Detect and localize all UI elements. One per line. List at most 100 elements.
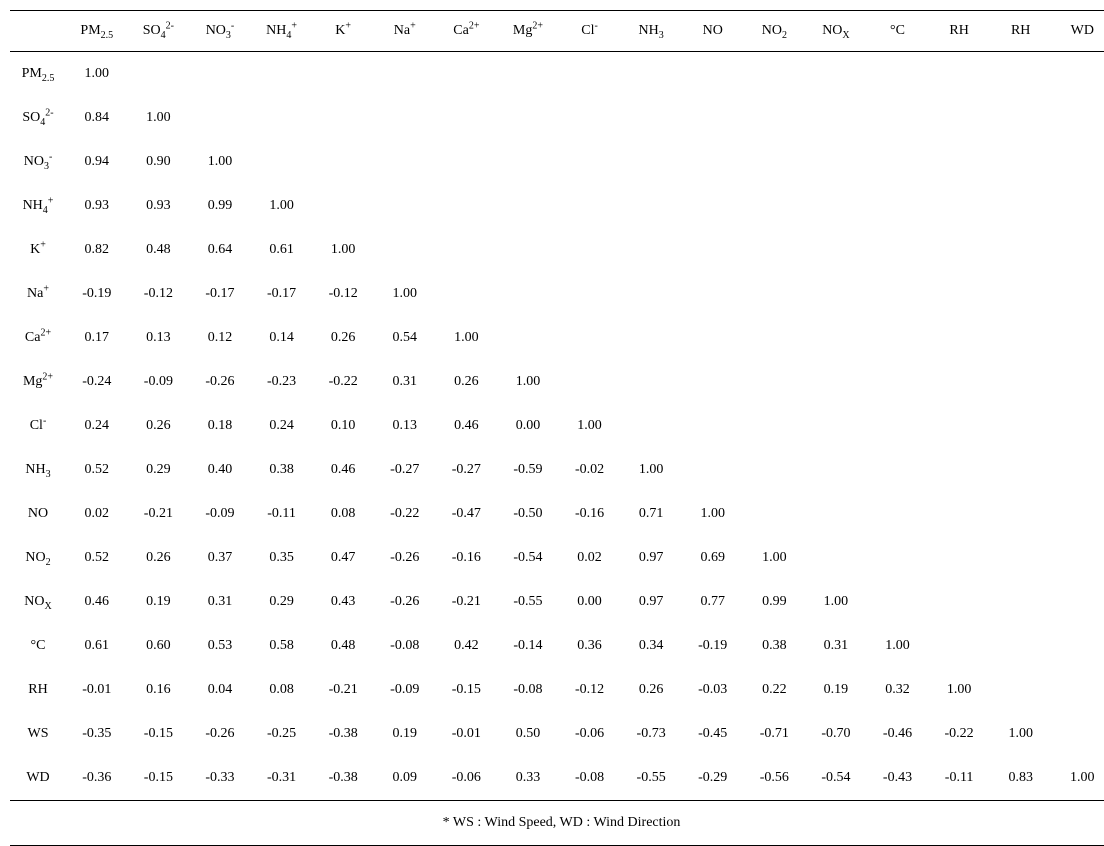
table-cell: [497, 140, 559, 184]
table-cell: [928, 96, 990, 140]
table-cell: [867, 316, 929, 360]
column-header: NO: [682, 11, 744, 52]
table-cell: [436, 184, 498, 228]
table-cell: [682, 228, 744, 272]
table-cell: [1052, 668, 1104, 712]
table-cell: [620, 360, 682, 404]
table-cell: 0.00: [559, 580, 621, 624]
table-cell: [682, 184, 744, 228]
table-cell: 0.93: [66, 184, 128, 228]
table-cell: [1052, 712, 1104, 756]
table-cell: 0.54: [374, 316, 436, 360]
table-cell: [928, 492, 990, 536]
table-cell: [805, 448, 867, 492]
column-header: WD: [1052, 11, 1104, 52]
table-cell: 0.24: [251, 404, 313, 448]
table-cell: [1052, 492, 1104, 536]
table-cell: [990, 536, 1052, 580]
table-cell: [559, 316, 621, 360]
table-cell: [990, 580, 1052, 624]
table-cell: -0.55: [620, 756, 682, 801]
table-cell: -0.12: [559, 668, 621, 712]
table-cell: -0.24: [66, 360, 128, 404]
table-cell: -0.31: [251, 756, 313, 801]
table-cell: [682, 52, 744, 97]
column-header: NO3-: [189, 11, 251, 52]
table-cell: 0.29: [128, 448, 190, 492]
table-cell: 0.02: [559, 536, 621, 580]
table-cell: [497, 228, 559, 272]
row-header: WS: [10, 712, 66, 756]
table-cell: 1.00: [559, 404, 621, 448]
table-cell: [436, 52, 498, 97]
table-cell: 1.00: [497, 360, 559, 404]
row-header: K+: [10, 228, 66, 272]
table-cell: [805, 404, 867, 448]
table-cell: -0.43: [867, 756, 929, 801]
table-cell: [744, 184, 806, 228]
table-cell: [682, 272, 744, 316]
table-cell: -0.11: [251, 492, 313, 536]
table-cell: [497, 316, 559, 360]
table-cell: 0.08: [251, 668, 313, 712]
table-cell: -0.33: [189, 756, 251, 801]
table-cell: [990, 404, 1052, 448]
table-cell: 1.00: [990, 712, 1052, 756]
table-cell: [312, 52, 374, 97]
table-cell: [805, 184, 867, 228]
table-cell: -0.71: [744, 712, 806, 756]
row-header: Mg2+: [10, 360, 66, 404]
table-cell: [990, 624, 1052, 668]
table-cell: 0.31: [189, 580, 251, 624]
table-cell: -0.54: [497, 536, 559, 580]
row-header: NO3-: [10, 140, 66, 184]
table-cell: 0.33: [497, 756, 559, 801]
table-cell: 1.00: [436, 316, 498, 360]
table-cell: -0.16: [436, 536, 498, 580]
table-cell: [867, 228, 929, 272]
table-cell: [559, 228, 621, 272]
table-cell: [867, 272, 929, 316]
table-cell: [928, 404, 990, 448]
table-cell: [990, 448, 1052, 492]
table-cell: 0.93: [128, 184, 190, 228]
table-cell: -0.21: [312, 668, 374, 712]
table-cell: [928, 272, 990, 316]
table-row: Mg2+-0.24-0.09-0.26-0.23-0.220.310.261.0…: [10, 360, 1104, 404]
table-cell: 0.46: [66, 580, 128, 624]
table-cell: [744, 228, 806, 272]
column-header: Na+: [374, 11, 436, 52]
table-cell: 0.14: [251, 316, 313, 360]
table-cell: [805, 52, 867, 97]
table-cell: [744, 404, 806, 448]
row-header: Cl-: [10, 404, 66, 448]
table-cell: -0.26: [189, 712, 251, 756]
table-cell: 0.53: [189, 624, 251, 668]
table-cell: [805, 140, 867, 184]
table-cell: -0.21: [128, 492, 190, 536]
table-cell: [189, 52, 251, 97]
table-cell: [990, 52, 1052, 97]
table-cell: [990, 360, 1052, 404]
table-cell: [1052, 96, 1104, 140]
table-cell: -0.26: [374, 536, 436, 580]
table-cell: -0.59: [497, 448, 559, 492]
table-cell: -0.09: [189, 492, 251, 536]
table-cell: -0.38: [312, 756, 374, 801]
table-cell: [990, 492, 1052, 536]
table-cell: 1.00: [312, 228, 374, 272]
table-cell: [1052, 316, 1104, 360]
table-row: Na+-0.19-0.12-0.17-0.17-0.121.00: [10, 272, 1104, 316]
table-cell: [990, 316, 1052, 360]
table-cell: -0.09: [374, 668, 436, 712]
table-cell: [620, 140, 682, 184]
table-cell: -0.08: [374, 624, 436, 668]
table-cell: [928, 360, 990, 404]
table-cell: -0.01: [66, 668, 128, 712]
table-footnote-row: * WS : Wind Speed, WD : Wind Direction: [10, 801, 1104, 846]
table-cell: -0.15: [128, 712, 190, 756]
table-cell: [189, 96, 251, 140]
table-cell: [805, 536, 867, 580]
table-cell: 0.16: [128, 668, 190, 712]
table-cell: -0.08: [559, 756, 621, 801]
